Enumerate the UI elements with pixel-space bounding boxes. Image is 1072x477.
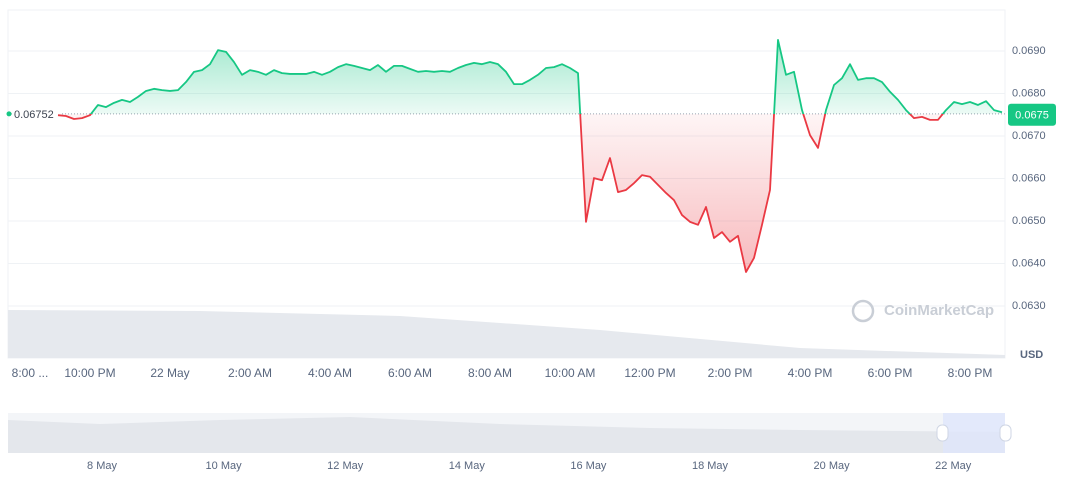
y-tick-label: 0.0690 bbox=[1012, 45, 1046, 57]
y-tick-label: 0.0670 bbox=[1012, 130, 1046, 142]
y-tick-label: 0.0630 bbox=[1012, 300, 1046, 312]
navigator-handle[interactable] bbox=[999, 424, 1012, 442]
navigator-label: 8 May bbox=[87, 460, 117, 472]
price-line bbox=[57, 39, 1003, 273]
watermark-logo bbox=[851, 299, 875, 323]
x-tick-label: 10:00 AM bbox=[545, 366, 596, 380]
watermark: CoinMarketCap bbox=[851, 299, 994, 323]
x-tick-label: 22 May bbox=[150, 366, 189, 380]
x-tick-label: 8:00 ... bbox=[12, 366, 49, 380]
baseline-label-bg bbox=[12, 105, 60, 122]
navigator-label: 14 May bbox=[449, 460, 486, 472]
navigator-label: 18 May bbox=[692, 460, 729, 472]
navigator-label: 20 May bbox=[814, 460, 851, 472]
price-tag bbox=[1008, 103, 1056, 126]
x-tick-label: 8:00 PM bbox=[948, 366, 993, 380]
x-tick-label: 10:00 PM bbox=[64, 366, 115, 380]
x-tick-label: 4:00 PM bbox=[788, 366, 833, 380]
y-axis-label: USD bbox=[1020, 349, 1043, 361]
navigator-label: 22 May bbox=[935, 460, 972, 472]
x-tick-label: 2:00 PM bbox=[708, 366, 753, 380]
x-tick-label: 6:00 AM bbox=[388, 366, 432, 380]
price-tag-label: 0.0675 bbox=[1015, 110, 1049, 122]
area-fill bbox=[58, 39, 1002, 273]
navigator-handle[interactable] bbox=[936, 424, 949, 442]
x-tick-label: 4:00 AM bbox=[308, 366, 352, 380]
volume-area bbox=[8, 310, 1005, 358]
x-tick-label: 2:00 AM bbox=[228, 366, 272, 380]
y-tick-label: 0.0660 bbox=[1012, 172, 1046, 184]
watermark-text: CoinMarketCap bbox=[884, 302, 994, 319]
navigator-label: 16 May bbox=[570, 460, 607, 472]
navigator-window[interactable] bbox=[943, 413, 1005, 453]
x-tick-label: 8:00 AM bbox=[468, 366, 512, 380]
baseline-dot bbox=[6, 111, 12, 117]
y-tick-label: 0.0680 bbox=[1012, 87, 1046, 99]
x-tick-label: 6:00 PM bbox=[868, 366, 913, 380]
y-tick-label: 0.0640 bbox=[1012, 257, 1046, 269]
y-tick-label: 0.0650 bbox=[1012, 215, 1046, 227]
navigator-area bbox=[8, 417, 1005, 453]
x-tick-label: 12:00 PM bbox=[624, 366, 675, 380]
navigator-label: 12 May bbox=[327, 460, 364, 472]
baseline-label: 0.06752 bbox=[14, 109, 54, 121]
navigator-label: 10 May bbox=[206, 460, 243, 472]
